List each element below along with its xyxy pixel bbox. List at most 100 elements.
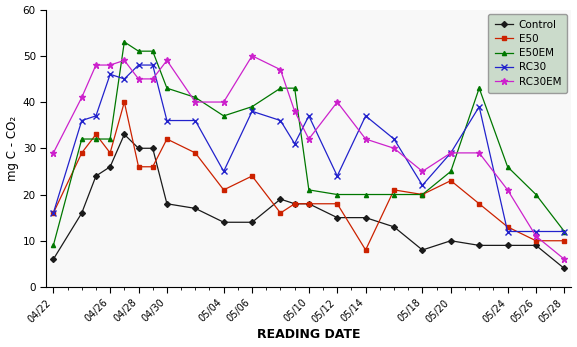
RC30	[475, 104, 482, 109]
E50	[220, 188, 227, 192]
E50EM	[305, 188, 312, 192]
E50EM	[249, 104, 256, 109]
RC30	[447, 151, 454, 155]
RC30EM	[50, 151, 57, 155]
E50	[504, 225, 511, 229]
RC30EM	[163, 58, 170, 62]
RC30EM	[419, 169, 426, 174]
RC30	[504, 229, 511, 234]
E50	[192, 151, 198, 155]
RC30	[305, 114, 312, 118]
E50	[149, 165, 156, 169]
RC30EM	[92, 63, 99, 67]
RC30EM	[291, 109, 298, 113]
Control	[192, 206, 198, 211]
E50	[533, 239, 539, 243]
E50EM	[92, 137, 99, 141]
E50EM	[504, 165, 511, 169]
E50	[78, 151, 85, 155]
RC30	[163, 118, 170, 122]
E50EM	[391, 193, 398, 197]
E50EM	[192, 95, 198, 100]
Control	[561, 266, 568, 271]
RC30	[277, 118, 284, 122]
Control	[533, 243, 539, 247]
Control	[50, 257, 57, 261]
E50	[419, 193, 426, 197]
E50EM	[533, 193, 539, 197]
E50EM	[220, 114, 227, 118]
RC30EM	[192, 100, 198, 104]
RC30EM	[334, 100, 340, 104]
E50	[135, 165, 142, 169]
Control	[475, 243, 482, 247]
Control	[220, 220, 227, 225]
RC30EM	[447, 151, 454, 155]
Line: E50: E50	[51, 100, 567, 252]
E50	[249, 174, 256, 178]
E50EM	[419, 193, 426, 197]
RC30EM	[149, 77, 156, 81]
Control	[362, 215, 369, 220]
Control	[107, 165, 114, 169]
RC30	[419, 183, 426, 187]
E50EM	[149, 49, 156, 53]
E50	[163, 137, 170, 141]
RC30EM	[362, 137, 369, 141]
Control	[504, 243, 511, 247]
E50EM	[277, 86, 284, 90]
RC30EM	[504, 188, 511, 192]
RC30EM	[561, 257, 568, 261]
E50EM	[334, 193, 340, 197]
RC30	[149, 63, 156, 67]
RC30EM	[220, 100, 227, 104]
RC30	[220, 169, 227, 174]
Control	[277, 197, 284, 201]
RC30EM	[107, 63, 114, 67]
RC30	[362, 114, 369, 118]
RC30EM	[475, 151, 482, 155]
RC30	[192, 118, 198, 122]
E50	[475, 202, 482, 206]
E50EM	[78, 137, 85, 141]
E50EM	[291, 86, 298, 90]
Control	[419, 248, 426, 252]
RC30EM	[249, 54, 256, 58]
Control	[249, 220, 256, 225]
RC30	[135, 63, 142, 67]
Control	[447, 239, 454, 243]
E50EM	[475, 86, 482, 90]
RC30	[121, 77, 128, 81]
E50	[291, 202, 298, 206]
E50	[561, 239, 568, 243]
Control	[121, 132, 128, 136]
E50	[92, 132, 99, 136]
Y-axis label: mg C - CO₂: mg C - CO₂	[6, 116, 18, 181]
E50	[277, 211, 284, 215]
Legend: Control, E50, E50EM, RC30, RC30EM: Control, E50, E50EM, RC30, RC30EM	[488, 14, 567, 93]
E50EM	[163, 86, 170, 90]
Control	[135, 146, 142, 150]
E50EM	[447, 169, 454, 174]
RC30	[561, 229, 568, 234]
RC30EM	[305, 137, 312, 141]
E50	[107, 151, 114, 155]
RC30	[533, 229, 539, 234]
E50EM	[121, 40, 128, 44]
Line: RC30EM: RC30EM	[50, 52, 568, 263]
Line: E50EM: E50EM	[51, 40, 567, 247]
E50EM	[362, 193, 369, 197]
RC30EM	[277, 68, 284, 72]
E50EM	[561, 229, 568, 234]
Control	[334, 215, 340, 220]
RC30EM	[78, 95, 85, 100]
E50EM	[107, 137, 114, 141]
E50	[447, 179, 454, 183]
Line: RC30: RC30	[50, 61, 568, 235]
Control	[291, 202, 298, 206]
RC30	[249, 109, 256, 113]
X-axis label: READING DATE: READING DATE	[257, 329, 361, 341]
E50EM	[50, 243, 57, 247]
RC30	[92, 114, 99, 118]
Control	[391, 225, 398, 229]
